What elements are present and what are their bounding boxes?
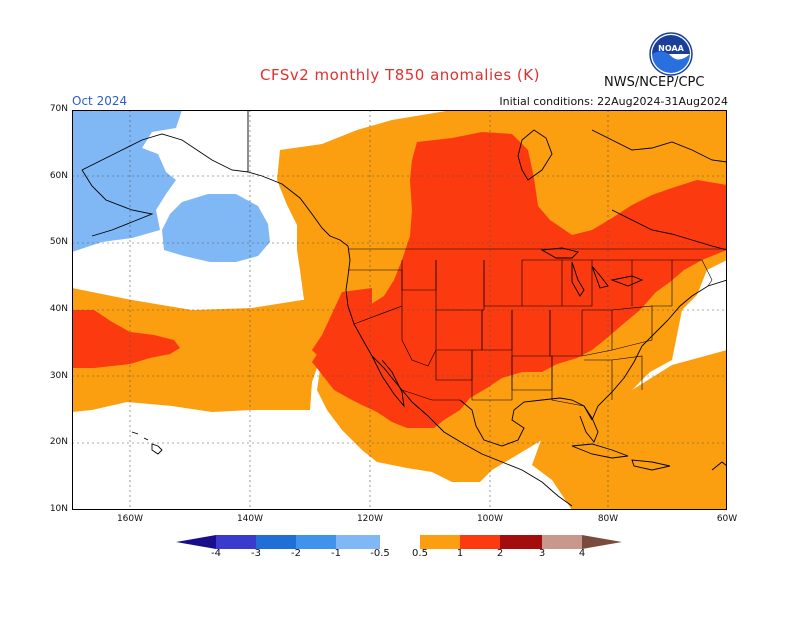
colorbar-segment xyxy=(296,535,336,549)
colorbar-label: 1 xyxy=(456,548,464,559)
lat-label-60n: 60N xyxy=(49,171,68,181)
lon-label-60w: 60W xyxy=(716,514,738,524)
lat-label-30n: 30N xyxy=(49,371,68,381)
lon-label-140w: 140W xyxy=(236,514,264,524)
colorbar-segment xyxy=(380,535,420,549)
logo-text: NOAA xyxy=(658,44,684,53)
lon-label-120w: 120W xyxy=(356,514,384,524)
grid-lines xyxy=(72,110,727,510)
lon-label-80w: 80W xyxy=(597,514,619,524)
colorbar-segment xyxy=(420,535,460,549)
lat-label-40n: 40N xyxy=(49,304,68,314)
lat-label-20n: 20N xyxy=(49,437,68,447)
lat-label-50n: 50N xyxy=(49,237,68,247)
colorbar-label: 0.5 xyxy=(412,548,428,559)
colorbar-label: -4 xyxy=(211,548,221,559)
anomaly-region-orange-caribbean xyxy=(532,350,727,510)
colorbar-label: -0.5 xyxy=(370,548,390,559)
map-title: CFSv2 monthly T850 anomalies (K) xyxy=(260,66,540,84)
colorbar-label: -3 xyxy=(251,548,261,559)
anomaly-region-orange-pacific xyxy=(72,288,334,412)
anomaly-region-red-southwest xyxy=(312,288,372,380)
initial-conditions: Initial conditions: 22Aug2024-31Aug2024 xyxy=(499,95,728,108)
anomaly-region-red-conus xyxy=(312,132,727,428)
anomaly-region-red-pacific xyxy=(72,310,180,368)
colorbar-label: 4 xyxy=(578,548,586,559)
agency-label: NWS/NCEP/CPC xyxy=(604,75,705,90)
noaa-logo-icon: NOAA xyxy=(649,32,693,76)
colorbar-segment xyxy=(256,535,296,549)
colorbar xyxy=(176,535,622,549)
forecast-month: Oct 2024 xyxy=(72,94,128,108)
colorbar-label: 2 xyxy=(496,548,504,559)
colorbar-segment xyxy=(460,535,500,549)
anomaly-map xyxy=(72,110,727,510)
colorbar-segment xyxy=(500,535,542,549)
lat-label-70n: 70N xyxy=(49,104,68,114)
colorbar-label: -2 xyxy=(291,548,301,559)
lon-label-160w: 160W xyxy=(116,514,144,524)
colorbar-segment xyxy=(336,535,380,549)
colorbar-segment xyxy=(542,535,582,549)
colorbar-segment xyxy=(216,535,256,549)
coastlines xyxy=(81,110,727,507)
colorbar-arrow-left xyxy=(176,535,216,549)
colorbar-label: 3 xyxy=(538,548,546,559)
state-borders xyxy=(348,248,727,407)
anomaly-region-blue-alaska xyxy=(72,110,182,252)
lon-label-100w: 100W xyxy=(476,514,504,524)
anomaly-region-blue-gulf xyxy=(162,194,270,262)
lat-label-10n: 10N xyxy=(49,504,68,514)
colorbar-arrow-right xyxy=(582,535,622,549)
map-frame xyxy=(72,110,727,510)
colorbar-label: -1 xyxy=(331,548,341,559)
